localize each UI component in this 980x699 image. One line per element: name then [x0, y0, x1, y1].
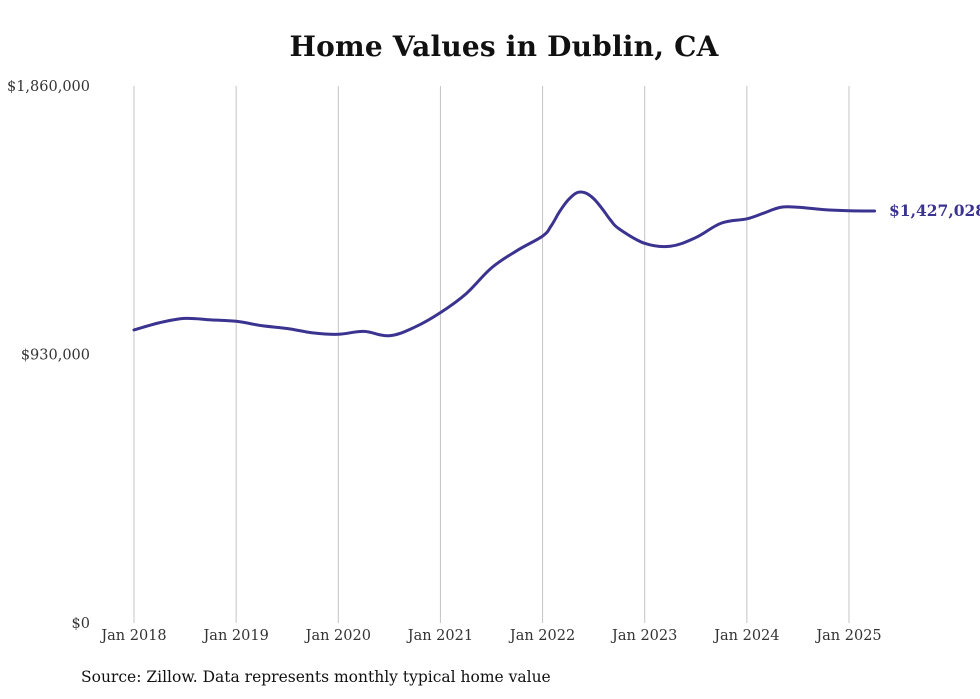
x-tick-label: Jan 2023 — [610, 628, 677, 644]
x-tick-label: Jan 2019 — [201, 628, 268, 644]
x-tick-label: Jan 2021 — [406, 628, 473, 644]
x-tick-label: Jan 2022 — [508, 628, 575, 644]
x-tick-label: Jan 2020 — [304, 628, 371, 644]
y-tick-label: $0 — [72, 616, 90, 632]
end-value-label: $1,427,028 — [889, 201, 980, 220]
x-tick-label: Jan 2024 — [712, 628, 779, 644]
series-line — [132, 190, 877, 338]
y-tick-label: $1,860,000 — [7, 79, 90, 95]
y-tick-label: $930,000 — [21, 348, 90, 364]
x-tick-label: Jan 2025 — [814, 628, 881, 644]
x-tick-label: Jan 2018 — [99, 628, 166, 644]
source-note: Source: Zillow. Data represents monthly … — [81, 668, 551, 686]
chart-title: Home Values in Dublin, CA — [289, 30, 719, 63]
